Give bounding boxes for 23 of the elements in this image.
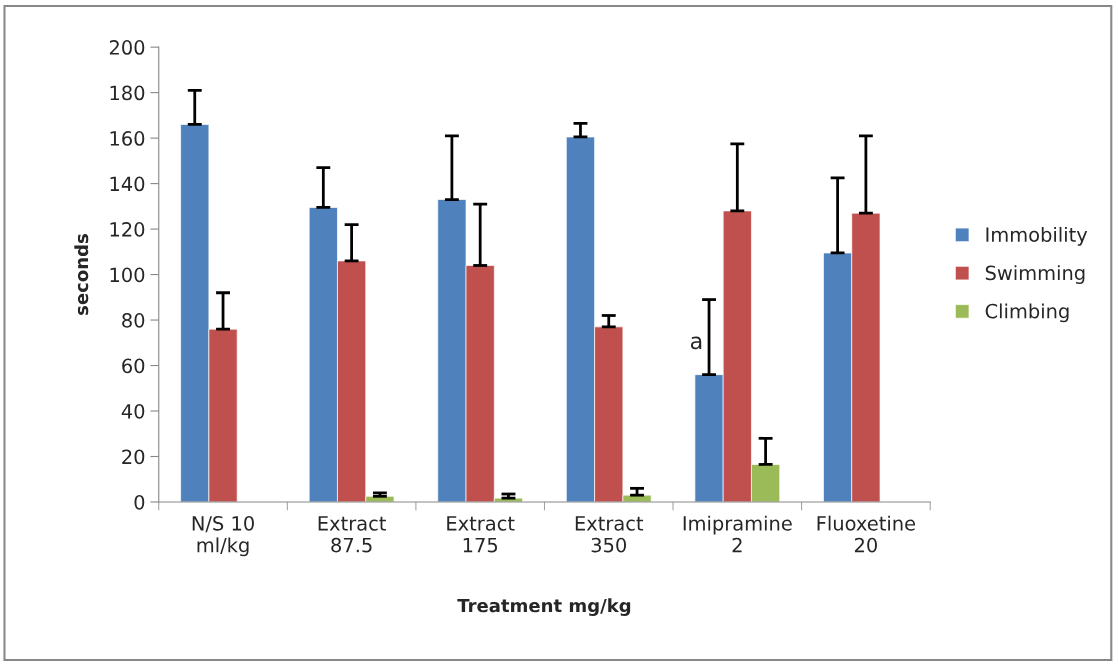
legend-label: Climbing — [985, 303, 1069, 323]
x-tick-label: N/S 10 ml/kg — [192, 515, 254, 557]
annotation: a — [690, 336, 702, 350]
y-tick-label: 120 — [110, 222, 145, 237]
y-tick-label: 160 — [110, 131, 145, 146]
y-tick-label: 140 — [110, 176, 145, 192]
y-axis-title: seconds — [74, 234, 89, 315]
x-tick-label: Extract 175 — [447, 516, 515, 553]
x-tick-label: Imipramine 2 — [683, 515, 792, 553]
y-tick-label: 80 — [122, 313, 145, 328]
legend-label: Immobility — [986, 226, 1088, 246]
y-tick-label: 0 — [134, 494, 145, 510]
x-tick-label: Extract 87.5 — [318, 516, 386, 553]
y-tick-label: 200 — [109, 40, 145, 55]
legend-label: Swimming — [985, 265, 1085, 284]
x-axis-title: Treatment mg/kg — [457, 598, 631, 616]
y-tick-label: 180 — [110, 85, 145, 101]
y-tick-label: 100 — [110, 267, 145, 283]
x-tick-label: Extract 350 — [575, 516, 644, 553]
y-tick-label: 40 — [121, 403, 145, 419]
y-tick-label: 60 — [122, 358, 145, 374]
y-tick-label: 20 — [122, 449, 145, 465]
x-tick-label: Fluoxetine 20 — [817, 515, 916, 553]
